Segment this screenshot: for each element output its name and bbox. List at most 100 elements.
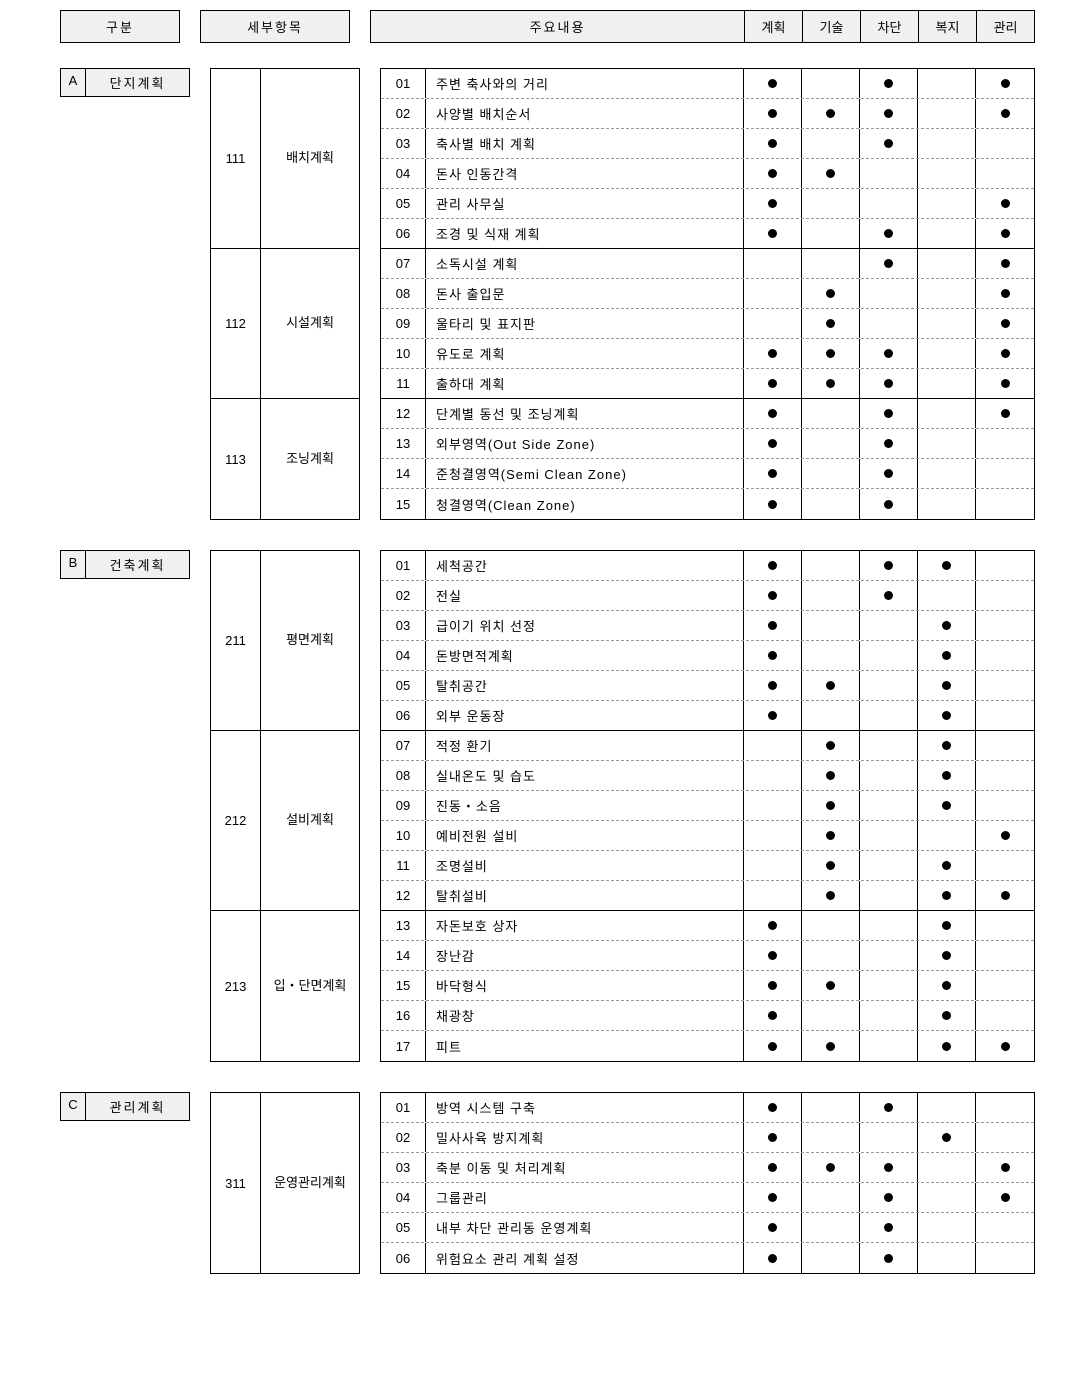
detail-mark (860, 761, 918, 790)
detail-num: 05 (381, 671, 426, 700)
detail-mark (918, 791, 976, 820)
sub-code: 113 (211, 399, 261, 519)
detail-mark (802, 69, 860, 98)
detail-row: 04돈방면적계획 (381, 641, 1034, 671)
detail-text: 축분 이동 및 처리계획 (426, 1153, 744, 1182)
detail-text: 적정 환기 (426, 731, 744, 760)
detail-mark (802, 249, 860, 278)
detail-mark (860, 129, 918, 158)
detail-mark (976, 1213, 1034, 1242)
detail-mark (918, 489, 976, 519)
dot-icon (826, 379, 835, 388)
detail-mark (918, 1243, 976, 1273)
header-row: 구분 세부항목 주요내용 계획 기술 차단 복지 관리 (50, 10, 1035, 43)
detail-text: 세척공간 (426, 551, 744, 580)
detail-mark (860, 459, 918, 488)
detail-mark (860, 731, 918, 760)
detail-text: 출하대 계획 (426, 369, 744, 398)
dot-icon (768, 1223, 777, 1232)
detail-mark (976, 1001, 1034, 1030)
detail-row: 09울타리 및 표지판 (381, 309, 1034, 339)
detail-mark (976, 611, 1034, 640)
detail-mark (976, 971, 1034, 1000)
detail-mark (860, 611, 918, 640)
section-label: A단지계획 (60, 68, 190, 97)
dot-icon (768, 79, 777, 88)
detail-text: 채광창 (426, 1001, 744, 1030)
detail-mark (918, 189, 976, 218)
detail-mark (802, 1001, 860, 1030)
dot-icon (826, 319, 835, 328)
detail-mark (744, 279, 802, 308)
detail-mark (860, 399, 918, 428)
detail-mark (802, 339, 860, 368)
detail-mark (860, 1001, 918, 1030)
detail-row: 05관리 사무실 (381, 189, 1034, 219)
detail-text: 주변 축사와의 거리 (426, 69, 744, 98)
detail-mark (744, 791, 802, 820)
sub-code: 213 (211, 911, 261, 1061)
detail-row: 14준청결영역(Semi Clean Zone) (381, 459, 1034, 489)
dot-icon (826, 349, 835, 358)
dot-icon (884, 349, 893, 358)
dot-icon (768, 1163, 777, 1172)
detail-mark (802, 129, 860, 158)
detail-num: 13 (381, 429, 426, 458)
detail-num: 17 (381, 1031, 426, 1061)
dot-icon (826, 1163, 835, 1172)
detail-mark (918, 671, 976, 700)
dot-icon (884, 561, 893, 570)
dot-icon (826, 741, 835, 750)
dot-icon (942, 711, 951, 720)
detail-mark (802, 941, 860, 970)
dot-icon (826, 1042, 835, 1051)
detail-text: 단계별 동선 및 조닝계획 (426, 399, 744, 428)
detail-mark (860, 369, 918, 398)
dot-icon (1001, 891, 1010, 900)
dot-icon (1001, 229, 1010, 238)
dot-icon (768, 1042, 777, 1051)
sub-row: 211평면계획 (211, 551, 359, 731)
detail-mark (802, 1213, 860, 1242)
detail-num: 10 (381, 821, 426, 850)
section-letter: B (60, 550, 86, 579)
detail-mark (802, 369, 860, 398)
dot-icon (768, 951, 777, 960)
detail-row: 13외부영역(Out Side Zone) (381, 429, 1034, 459)
detail-mark (976, 851, 1034, 880)
dot-icon (884, 109, 893, 118)
detail-mark (976, 881, 1034, 910)
detail-mark (744, 369, 802, 398)
detail-mark (744, 339, 802, 368)
dot-icon (884, 259, 893, 268)
detail-mark (744, 1153, 802, 1182)
detail-num: 12 (381, 399, 426, 428)
detail-mark (744, 1093, 802, 1122)
dot-icon (942, 1133, 951, 1142)
detail-mark (744, 159, 802, 188)
detail-mark (860, 429, 918, 458)
detail-mark (802, 581, 860, 610)
dot-icon (942, 801, 951, 810)
sub-code: 212 (211, 731, 261, 910)
detail-mark (976, 279, 1034, 308)
dot-icon (768, 199, 777, 208)
detail-mark (918, 851, 976, 880)
detail-num: 12 (381, 881, 426, 910)
detail-mark (802, 1153, 860, 1182)
dot-icon (826, 681, 835, 690)
section-letter: C (60, 1092, 86, 1121)
detail-mark (802, 701, 860, 730)
detail-num: 02 (381, 1123, 426, 1152)
dot-icon (942, 921, 951, 930)
dot-icon (884, 409, 893, 418)
detail-mark (860, 881, 918, 910)
dot-icon (942, 771, 951, 780)
detail-mark (860, 851, 918, 880)
sub-table: 111배치계획112시설계획113조닝계획 (210, 68, 360, 520)
detail-mark (860, 1093, 918, 1122)
detail-mark (918, 1123, 976, 1152)
dot-icon (942, 1011, 951, 1020)
detail-mark (976, 489, 1034, 519)
detail-mark (860, 911, 918, 940)
